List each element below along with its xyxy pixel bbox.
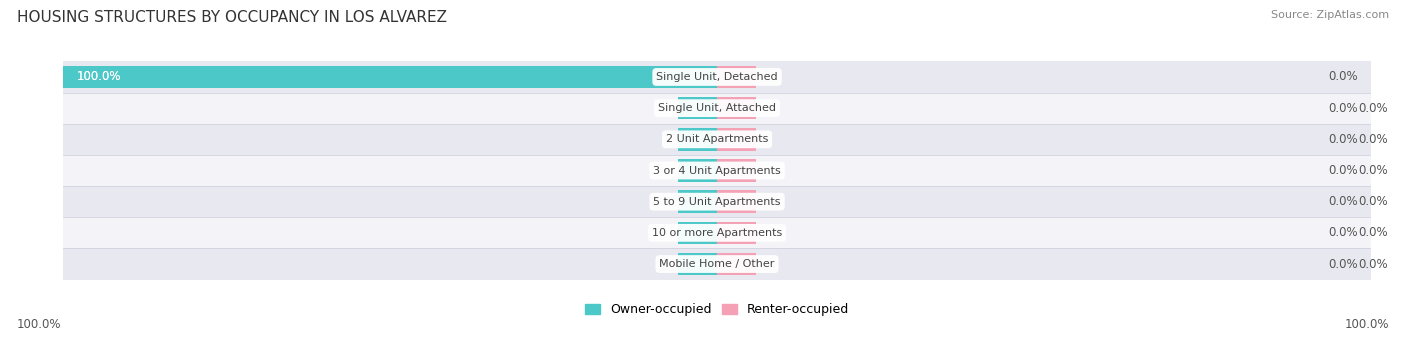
Text: 10 or more Apartments: 10 or more Apartments [652, 228, 782, 238]
Bar [717, 128, 756, 150]
Legend: Owner-occupied, Renter-occupied: Owner-occupied, Renter-occupied [581, 298, 853, 321]
Bar [63, 61, 1371, 92]
Text: 0.0%: 0.0% [1329, 102, 1358, 115]
Text: 100.0%: 100.0% [1344, 318, 1389, 331]
Bar [717, 159, 756, 182]
Text: 0.0%: 0.0% [1329, 226, 1358, 239]
Bar [678, 191, 717, 213]
Text: 0.0%: 0.0% [1329, 164, 1358, 177]
Bar [678, 222, 717, 244]
Text: 0.0%: 0.0% [1358, 195, 1388, 208]
Bar [678, 97, 717, 119]
Bar [678, 159, 717, 182]
Bar [63, 66, 717, 88]
Bar [63, 155, 1371, 186]
Bar [63, 124, 1371, 155]
Text: 0.0%: 0.0% [1358, 164, 1388, 177]
Text: 0.0%: 0.0% [1358, 133, 1388, 146]
Bar [63, 186, 1371, 217]
Text: 100.0%: 100.0% [76, 71, 121, 84]
Bar [717, 66, 756, 88]
Text: 0.0%: 0.0% [1329, 195, 1358, 208]
Text: 0.0%: 0.0% [1329, 71, 1358, 84]
Text: 100.0%: 100.0% [17, 318, 62, 331]
Text: Single Unit, Attached: Single Unit, Attached [658, 103, 776, 113]
Text: 5 to 9 Unit Apartments: 5 to 9 Unit Apartments [654, 197, 780, 207]
Text: 0.0%: 0.0% [1358, 257, 1388, 270]
Text: HOUSING STRUCTURES BY OCCUPANCY IN LOS ALVAREZ: HOUSING STRUCTURES BY OCCUPANCY IN LOS A… [17, 10, 447, 25]
Text: Single Unit, Detached: Single Unit, Detached [657, 72, 778, 82]
Bar [678, 253, 717, 275]
Text: 2 Unit Apartments: 2 Unit Apartments [666, 134, 768, 144]
Text: 0.0%: 0.0% [1329, 133, 1358, 146]
Bar [63, 249, 1371, 280]
Text: Source: ZipAtlas.com: Source: ZipAtlas.com [1271, 10, 1389, 20]
Bar [63, 92, 1371, 124]
Text: 0.0%: 0.0% [1358, 226, 1388, 239]
Text: 0.0%: 0.0% [1329, 257, 1358, 270]
Text: Mobile Home / Other: Mobile Home / Other [659, 259, 775, 269]
Bar [717, 97, 756, 119]
Text: 0.0%: 0.0% [1358, 102, 1388, 115]
Text: 3 or 4 Unit Apartments: 3 or 4 Unit Apartments [654, 165, 780, 176]
Text: 100.0%: 100.0% [76, 71, 121, 84]
Bar [678, 128, 717, 150]
Bar [717, 222, 756, 244]
Bar [717, 191, 756, 213]
Bar [63, 217, 1371, 249]
Bar [717, 253, 756, 275]
